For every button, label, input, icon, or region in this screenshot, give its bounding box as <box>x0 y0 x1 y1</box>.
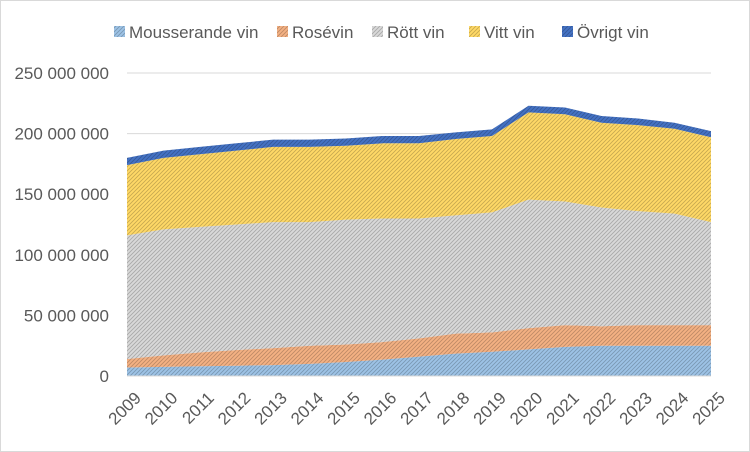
x-tick-label: 2015 <box>324 388 364 428</box>
x-tick-label: 2021 <box>543 388 583 428</box>
x-tick-label: 2010 <box>141 388 181 428</box>
legend-swatch <box>469 26 480 37</box>
x-tick-label: 2023 <box>616 388 656 428</box>
x-tick-label: 2017 <box>397 388 437 428</box>
y-tick-label: 200 000 000 <box>14 125 109 144</box>
legend: Mousserande vin Rosévin Rött vin Vitt vin Öv… <box>114 23 649 42</box>
legend-item-rosevin: Rosévin <box>277 23 353 42</box>
y-tick-label: 150 000 000 <box>14 185 109 204</box>
legend-label: Rött vin <box>387 23 445 42</box>
x-tick-label: 2011 <box>179 388 218 427</box>
legend-label: Rosévin <box>292 23 353 42</box>
area-series <box>127 105 711 376</box>
legend-label: Vitt vin <box>484 23 535 42</box>
legend-item-ovrigt-vin: Övrigt vin <box>562 23 649 42</box>
y-tick-label: 0 <box>100 367 109 386</box>
x-tick-label: 2014 <box>287 388 327 428</box>
x-tick-label: 2016 <box>360 388 400 428</box>
y-tick-label: 50 000 000 <box>24 306 109 325</box>
y-tick-label: 250 000 000 <box>14 64 109 83</box>
legend-swatch <box>562 26 573 37</box>
x-tick-label: 2025 <box>689 388 729 428</box>
x-tick-label: 2018 <box>433 388 473 428</box>
legend-swatch <box>114 26 125 37</box>
x-tick-label: 2009 <box>105 388 145 428</box>
y-tick-label: 100 000 000 <box>14 246 109 265</box>
legend-label: Mousserande vin <box>129 23 258 42</box>
area-rott-vin <box>127 199 711 360</box>
y-tick-labels: 0 50 000 000 100 000 000 150 000 000 200 000… <box>14 64 109 386</box>
legend-label: Övrigt vin <box>577 23 649 42</box>
area-vitt-vin <box>127 112 711 236</box>
x-tick-label: 2019 <box>470 388 510 428</box>
x-tick-label: 2022 <box>579 388 619 428</box>
x-tick-label: 2020 <box>506 388 546 428</box>
legend-swatch <box>372 26 383 37</box>
x-tick-labels: 2009201020112012201320142015201620172018… <box>105 388 729 428</box>
area-mousserande-vin <box>127 345 711 376</box>
legend-item-mousserande-vin: Mousserande vin <box>114 23 258 42</box>
area-rosevin <box>127 325 711 368</box>
x-tick-label: 2012 <box>214 388 254 428</box>
legend-item-rott-vin: Rött vin <box>372 23 445 42</box>
legend-swatch <box>277 26 288 37</box>
legend-item-vitt-vin: Vitt vin <box>469 23 535 42</box>
x-tick-label: 2024 <box>652 388 692 428</box>
x-tick-label: 2013 <box>251 388 291 428</box>
